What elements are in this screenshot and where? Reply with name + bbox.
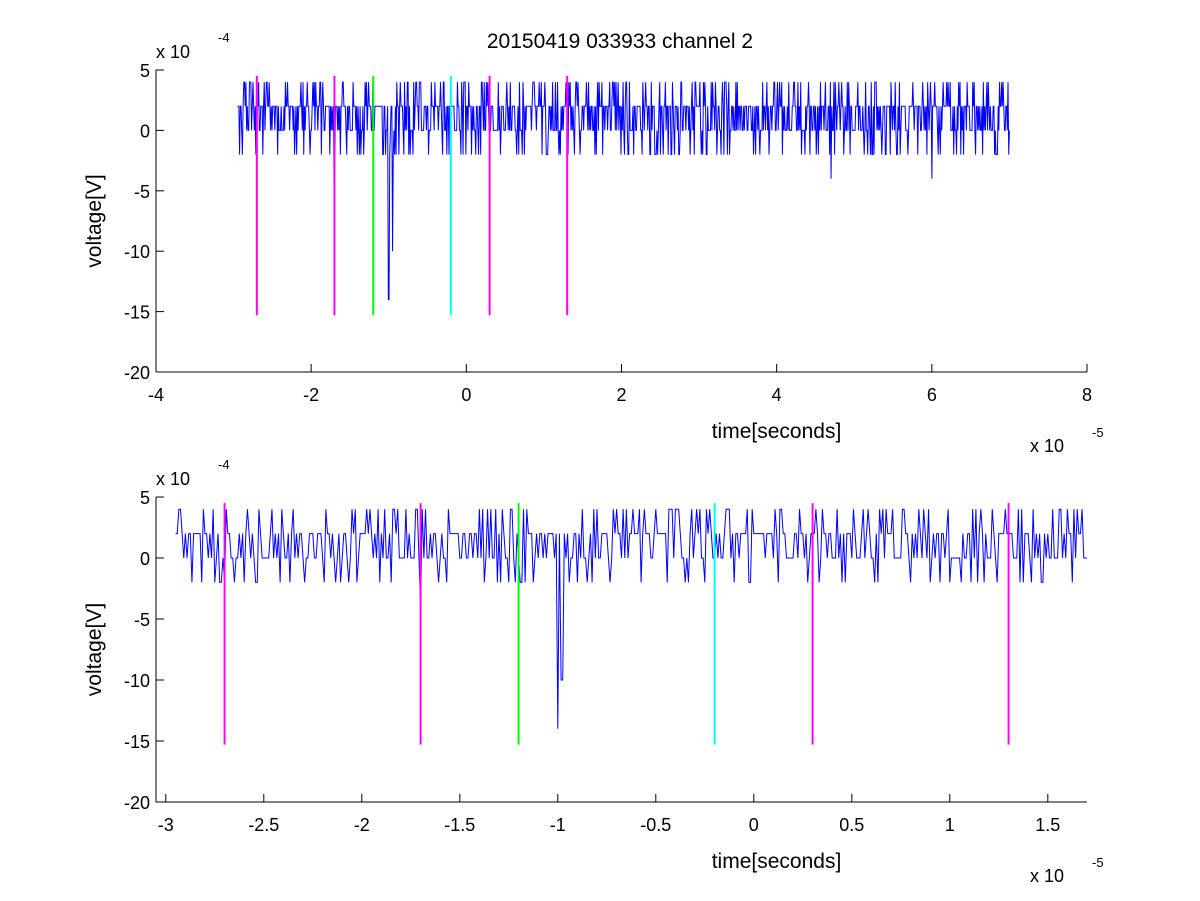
chart-0-x-tick-label: 2 <box>616 385 626 405</box>
chart-0-y-axis-label: voltage[V] <box>83 174 106 267</box>
chart-1-x-multiplier-exp: -5 <box>1092 855 1104 870</box>
top-axes: -4 -2 0 2 4 6 850-5-10-15-20time[seconds]volta… <box>83 30 1104 456</box>
chart-1-x-multiplier: x 10 <box>1030 866 1064 886</box>
chart-0-x-tick-label: 0 <box>461 385 471 405</box>
chart-0-y-tick-label: -10 <box>124 242 150 262</box>
chart-1-y-tick-label: -15 <box>124 732 150 752</box>
chart-1-y-multiplier-exp: -4 <box>218 457 230 472</box>
chart-0-x-multiplier: x 10 <box>1030 436 1064 456</box>
chart-0-y-tick-label: 5 <box>140 61 150 81</box>
chart-1-y-axis-label: voltage[V] <box>83 603 106 696</box>
chart-0-x-multiplier-exp: -5 <box>1092 425 1104 440</box>
bottom-axes: -3 -2.5 -2 -1.5 -1 -0.5 0 0.5 1 1.5 5 0 -5 -10 -15 -20 t… <box>83 457 1104 886</box>
chart-1-y-tick-label: -20 <box>124 793 150 813</box>
chart-0-x-tick-label: 4 <box>772 385 782 405</box>
chart-1-x-tick-label: -1.5 <box>444 815 475 835</box>
chart-0-y-tick-label: 0 <box>140 121 150 141</box>
chart-0-x-tick-label: 8 <box>1082 385 1092 405</box>
chart-1-y-multiplier: x 10 <box>156 469 190 489</box>
chart-0-x-tick-label: -4 <box>148 385 164 405</box>
chart-0-x-tick-label: 6 <box>927 385 937 405</box>
chart-1-x-tick-label: 1 <box>945 815 955 835</box>
chart-1-y-tick-label: -5 <box>134 610 150 630</box>
chart-1-x-tick-label: -2 <box>354 815 370 835</box>
chart-0-y-multiplier-exp: -4 <box>218 30 230 45</box>
chart-1-x-tick-label: 0 <box>749 815 759 835</box>
chart-1-x-tick-label: -1 <box>550 815 566 835</box>
chart-1-x-axis-label: time[seconds] <box>712 850 842 873</box>
chart-0-y-multiplier: x 10 <box>156 42 190 62</box>
figure-title: 20150419 033933 channel 2 <box>487 30 753 53</box>
chart-0-x-tick-label: -2 <box>303 385 319 405</box>
chart-1-x-tick-label: -0.5 <box>640 815 671 835</box>
chart-1-x-tick-label: -3 <box>158 815 174 835</box>
chart-1-y-tick-label: 0 <box>140 549 150 569</box>
chart-1-x-tick-label: 1.5 <box>1035 815 1060 835</box>
chart-0-y-tick-label: -20 <box>124 363 150 383</box>
chart-1-x-tick-label: 0.5 <box>839 815 864 835</box>
chart-0-signal-line <box>237 81 1010 301</box>
chart-0-x-axis-label: time[seconds] <box>712 420 842 443</box>
chart-1-y-tick-label: 5 <box>140 488 150 508</box>
chart-0-y-tick-label: -15 <box>124 303 150 323</box>
chart-1-x-tick-label: -2.5 <box>248 815 279 835</box>
chart-0-y-tick-label: -5 <box>134 182 150 202</box>
chart-1-signal-line <box>175 508 1087 729</box>
chart-1-y-tick-label: -10 <box>124 671 150 691</box>
